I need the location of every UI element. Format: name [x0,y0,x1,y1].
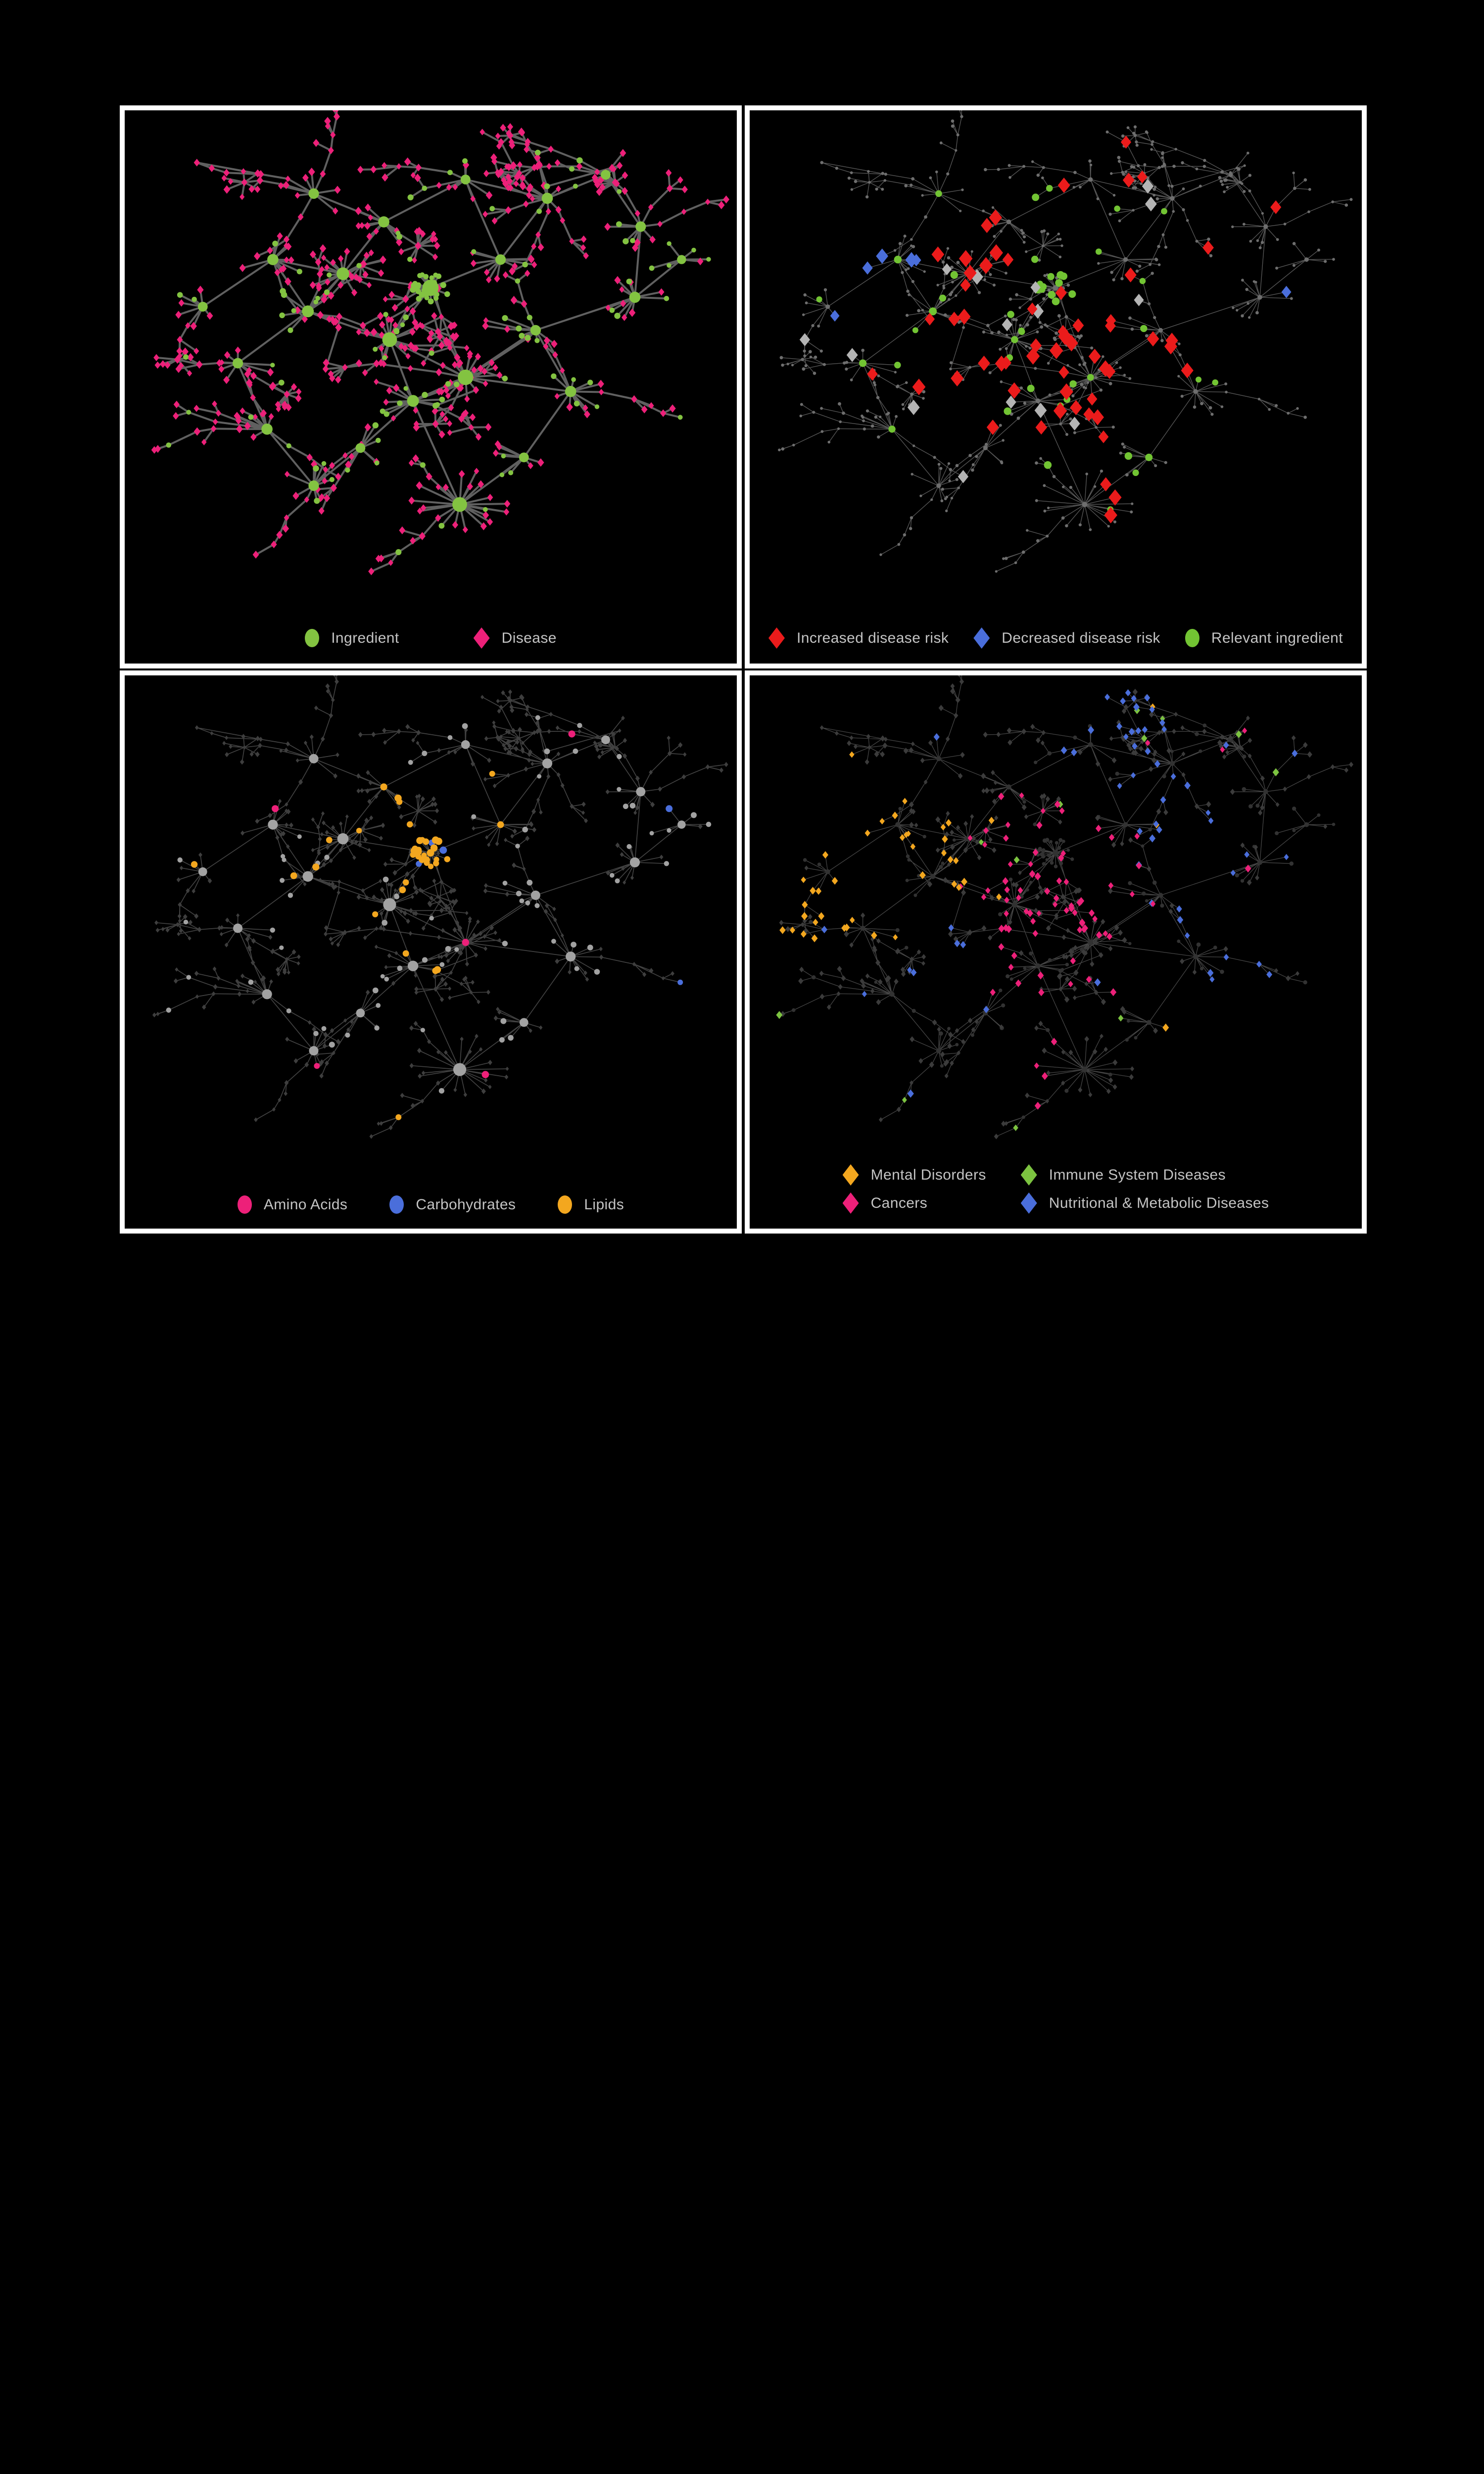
legend-marker-circle [558,1195,572,1214]
legend-label: Amino Acids [264,1196,347,1213]
legend-item: Decreased disease risk [973,627,1160,649]
legend-label: Carbohydrates [416,1196,516,1213]
legend-item: Nutritional & Metabolic Diseases [1021,1192,1269,1214]
panel-macronutrients: Amino Acids Carbohydrates Lipids [120,670,742,1234]
legend-marker-diamond [1021,1164,1037,1186]
legend-label: Immune System Diseases [1049,1167,1226,1184]
legend-marker-diamond [843,1192,859,1214]
legend: Increased disease risk Decreased disease … [750,627,1362,649]
network-graph-disease-risk [750,110,1362,664]
legend: Amino Acids Carbohydrates Lipids [125,1195,737,1214]
footer: Created by: EdgeLeap Powered by: Cytosca… [0,1234,1484,1339]
network-graph-disease-categories [750,675,1362,1229]
legend-item: Lipids [558,1195,624,1214]
poster-grid: Ingredient Disease Increased disease risk… [120,105,1367,1234]
panel-disease-risk: Increased disease risk Decreased disease … [745,105,1367,668]
legend-label: Relevant ingredient [1211,630,1343,647]
legend-marker-circle [1185,629,1199,647]
legend-marker-circle [389,1195,404,1214]
network-graph-macronutrients [125,675,737,1229]
legend-label: Increased disease risk [797,630,949,647]
legend-marker-diamond [973,627,990,649]
legend-item: Ingredient [305,629,399,647]
legend-label: Lipids [584,1196,624,1213]
legend-label: Decreased disease risk [1002,630,1160,647]
panel-disease-categories: Mental Disorders Immune System Diseases Ca… [745,670,1367,1234]
legend-item: Amino Acids [238,1195,347,1214]
legend-item: Carbohydrates [389,1195,516,1214]
legend-marker-diamond [768,627,785,649]
legend-item: Mental Disorders [843,1164,986,1186]
legend-label: Nutritional & Metabolic Diseases [1049,1195,1269,1212]
panel-ingredient-disease: Ingredient Disease [120,105,742,668]
legend-item: Increased disease risk [768,627,949,649]
legend-label: Cancers [871,1195,928,1212]
network-graph-ingredient-disease [125,110,737,664]
legend-item: Relevant ingredient [1185,629,1343,647]
legend-marker-diamond [474,627,490,649]
legend-marker-circle [305,629,319,647]
legend-marker-diamond [843,1164,859,1186]
legend-label: Disease [502,630,557,647]
legend: Mental Disorders Immune System Diseases Ca… [750,1164,1362,1214]
legend-item: Disease [474,627,557,649]
legend: Ingredient Disease [125,627,737,649]
legend-label: Mental Disorders [871,1167,986,1184]
legend-item: Cancers [843,1192,986,1214]
legend-marker-circle [238,1195,252,1214]
legend-marker-diamond [1021,1192,1037,1214]
legend-label: Ingredient [331,630,399,647]
legend-item: Immune System Diseases [1021,1164,1269,1186]
